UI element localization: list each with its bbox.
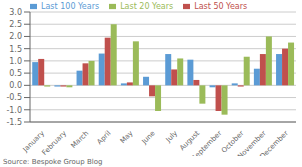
svg-text:June: June xyxy=(140,129,157,146)
svg-text:September: September xyxy=(190,129,223,156)
svg-text:January: January xyxy=(21,129,46,154)
svg-text:-0.5: -0.5 xyxy=(6,93,22,102)
svg-text:April: April xyxy=(96,129,113,146)
svg-text:-1.0: -1.0 xyxy=(6,106,22,115)
svg-text:February: February xyxy=(41,129,69,156)
svg-text:1.0: 1.0 xyxy=(9,57,22,66)
html-text:Source: Bespoke Group Blog: Source: Bespoke Group Blog xyxy=(3,158,103,166)
svg-text:0.5: 0.5 xyxy=(9,69,22,78)
svg-text:May: May xyxy=(119,129,135,145)
svg-text:3.0: 3.0 xyxy=(9,8,22,17)
svg-text:2.5: 2.5 xyxy=(9,20,22,29)
html-text:Last 50 Years: Last 50 Years xyxy=(194,2,248,11)
svg-text:-1.5: -1.5 xyxy=(6,118,22,127)
html-text:Last 20 Years: Last 20 Years xyxy=(120,2,174,11)
svg-text:March: March xyxy=(70,129,91,150)
svg-text:August: August xyxy=(178,129,202,153)
svg-text:1.5: 1.5 xyxy=(9,45,22,54)
svg-text:October: October xyxy=(220,129,246,155)
svg-text:December: December xyxy=(259,129,290,156)
svg-text:2.0: 2.0 xyxy=(9,32,22,41)
html-text:Last 100 Years: Last 100 Years xyxy=(41,2,100,11)
svg-text:July: July xyxy=(164,129,179,144)
svg-text:0.0: 0.0 xyxy=(9,81,22,90)
